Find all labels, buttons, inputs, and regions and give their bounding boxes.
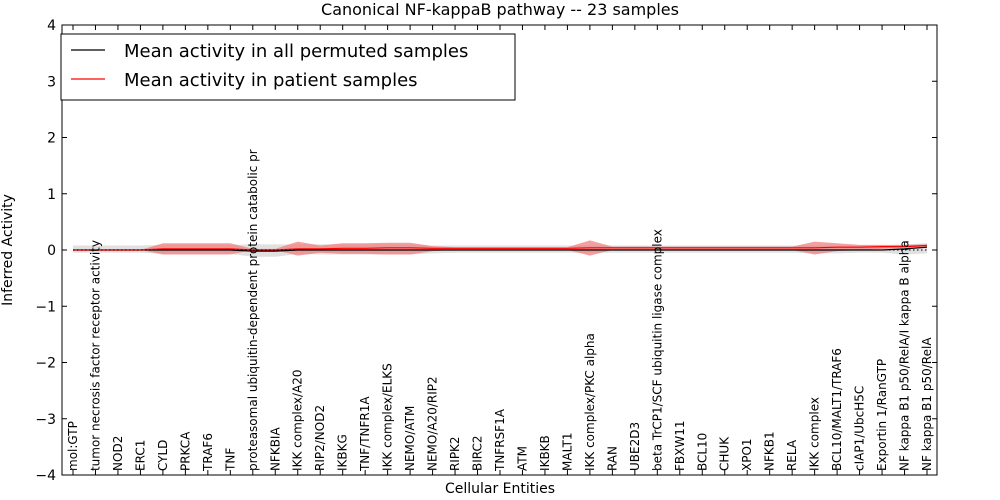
y-tick-label: 2 — [47, 131, 56, 147]
y-tick-label: −2 — [35, 356, 56, 372]
x-category-label: RIP2/NOD2 — [313, 405, 327, 471]
chart-title: Canonical NF-kappaB pathway -- 23 sample… — [321, 0, 679, 19]
y-tick-label: 0 — [47, 243, 56, 259]
series-line-permuted — [73, 246, 928, 252]
x-category-label: TNF/TNFR1A — [358, 396, 372, 472]
y-axis-title: Inferred Activity — [0, 194, 16, 306]
series-lines — [73, 244, 928, 252]
series-line-patient — [73, 244, 928, 251]
x-category-label: TNF — [223, 448, 237, 472]
x-category-label: IKK complex/A20 — [291, 369, 305, 470]
x-category-label: mol:GTP — [66, 421, 80, 471]
y-axis-ticks: 4 3 2 1 0 −1 −2 −3 −4 — [35, 18, 937, 484]
x-category-label: IKBKG — [336, 434, 350, 471]
y-tick-label: 1 — [47, 187, 56, 203]
x-category-label: NEMO/A20/RIP2 — [426, 376, 440, 471]
x-category-label: FBXW11 — [673, 421, 687, 472]
x-category-label: ERC1 — [133, 440, 147, 471]
x-category-label: NFKB1 — [763, 431, 777, 471]
legend-label-permuted: Mean activity in all permuted samples — [124, 41, 468, 62]
x-category-label: IKBKB — [538, 435, 552, 471]
x-category-label: MALT1 — [560, 432, 574, 471]
y-tick-label: 4 — [47, 18, 56, 34]
x-category-label: IKK complex/ELKS — [381, 363, 395, 471]
x-category-label: TRAF6 — [201, 433, 215, 472]
x-category-label: IKK complex — [808, 397, 822, 471]
x-category-label: RELA — [785, 439, 799, 471]
x-category-label: UBE2D3 — [628, 422, 642, 471]
legend-frame — [60, 33, 516, 101]
x-category-label: CYLD — [156, 440, 170, 471]
x-category-label: RIPK2 — [448, 436, 462, 471]
x-category-label: BIRC2 — [471, 435, 485, 471]
x-category-label: NEMO/ATM — [403, 406, 417, 471]
y-tick-label: −4 — [35, 468, 56, 484]
x-category-label: BCL10 — [695, 433, 709, 471]
x-category-label: PRKCA — [178, 431, 192, 471]
x-category-label: NF kappa B1 p50/RelA/I kappa B alpha — [898, 240, 912, 471]
x-category-label: beta TrCP1/SCF ubiquitin ligase complex — [650, 229, 664, 471]
legend-label-patient: Mean activity in patient samples — [124, 70, 418, 91]
x-category-label: tumor necrosis factor receptor activity — [89, 240, 103, 471]
x-category-label: cIAP1/UbcH5C — [853, 386, 867, 471]
x-category-label: NFKBIA — [268, 427, 282, 472]
x-category-label: IKK complex/PKC alpha — [583, 333, 597, 471]
x-axis-title: Cellular Entities — [445, 481, 555, 497]
x-category-label: TNFRSF1A — [493, 408, 507, 472]
legend: Mean activity in all permuted samples Me… — [60, 33, 516, 101]
x-category-label: BCL10/MALT1/TRAF6 — [830, 348, 844, 471]
x-category-label: XPO1 — [740, 438, 754, 471]
x-category-label: NF kappa B1 p50/RelA — [920, 337, 934, 471]
y-tick-label: −1 — [35, 299, 56, 315]
x-category-label: NOD2 — [111, 436, 125, 471]
x-axis-category-labels: mol:GTP tumor necrosis factor receptor ac… — [66, 25, 934, 475]
y-tick-label: 3 — [47, 74, 56, 90]
x-category-label: Exportin 1/RanGTP — [875, 359, 889, 471]
x-category-label: CHUK — [718, 436, 732, 471]
x-category-label: proteasomal ubiquitin-dependent protein … — [246, 149, 260, 471]
x-category-label: ATM — [516, 446, 530, 471]
y-tick-label: −3 — [35, 412, 56, 428]
x-category-label: RAN — [605, 446, 619, 471]
